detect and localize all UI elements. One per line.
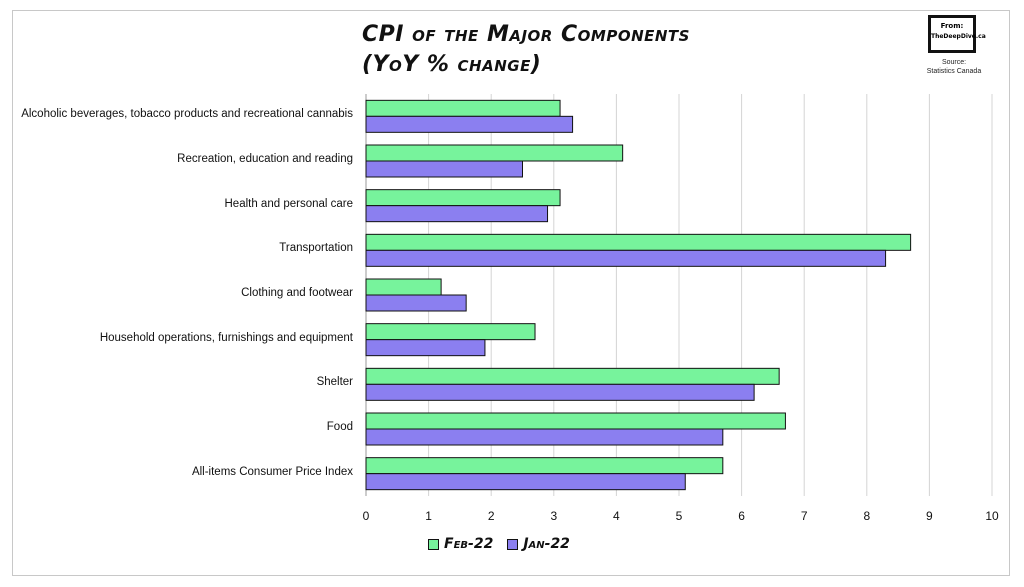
logo-from-text: From: [940,22,964,30]
x-tick-label: 8 [863,509,871,523]
legend-swatch-feb [428,538,439,550]
logo-site-text: TheDeepDive.ca [931,33,986,40]
thedeepdive-logo: From: TheDeepDive.ca [928,15,986,53]
category-label: Household operations, furnishings and eq… [99,331,353,344]
category-label: Alcoholic beverages, tobacco products an… [21,108,353,121]
bar-feb-22 [365,189,561,207]
category-label: All-items Consumer Price Index [191,465,353,478]
bar-feb-22 [365,367,780,385]
x-tick-label: 2 [487,509,495,523]
bar-jan-22 [365,294,467,312]
bar-jan-22 [365,473,686,491]
source-value: Statistics Canada [926,68,982,75]
category-label: Shelter [316,376,353,389]
chart-legend: Feb-22 Jan-22 [428,536,578,552]
bar-feb-22 [365,323,536,341]
category-label: Clothing and footwear [241,287,353,299]
bar-feb-22 [365,457,724,475]
category-label: Transportation [279,242,353,255]
bar-jan-22 [365,160,523,178]
legend-label-feb: Feb-22 [444,536,494,552]
source-label: Source: [941,59,967,66]
bar-feb-22 [365,278,442,296]
category-label: Recreation, education and reading [177,153,353,165]
category-label: Health and personal care [224,197,354,210]
x-tick-label: 1 [425,509,432,523]
category-label: Food [326,421,353,433]
x-tick-label: 7 [800,509,808,523]
source-note: Source: Statistics Canada [918,58,990,76]
bar-feb-22 [365,144,624,162]
x-tick-label: 3 [550,509,558,523]
x-tick-label: 6 [738,509,745,523]
x-tick-label: 4 [613,509,620,523]
legend-label-jan: Jan-22 [523,536,570,552]
bar-feb-22 [365,233,912,251]
bar-jan-22 [365,383,755,401]
legend-item-jan: Jan-22 [507,536,570,552]
x-tick-label: 5 [675,509,683,523]
bar-jan-22 [365,205,549,223]
chart-title-line1: CPI of the Major Components [362,22,690,47]
bar-feb-22 [365,412,786,430]
chart-title: CPI of the Major Components (YoY % chang… [362,20,690,80]
legend-swatch-jan [507,538,519,550]
bar-jan-22 [365,339,486,357]
bar-feb-22 [365,99,561,117]
bar-jan-22 [365,249,887,267]
bar-jan-22 [365,428,724,446]
x-tick-label: 10 [985,509,999,523]
x-tick-label: 9 [926,509,933,523]
legend-item-feb: Feb-22 [428,536,493,552]
chart-title-line2: (YoY % change) [362,52,542,77]
x-tick-label: 0 [362,509,370,523]
bar-jan-22 [365,115,574,133]
